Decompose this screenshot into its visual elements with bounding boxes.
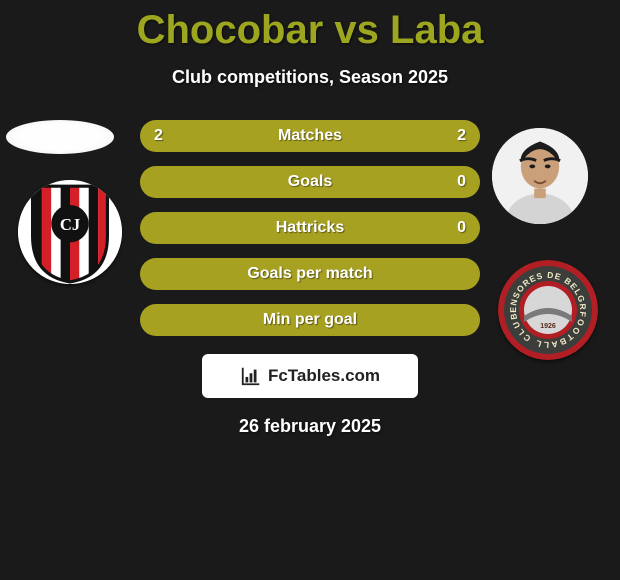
comparison-card: Chocobar vs Laba Club competitions, Seas… [0, 0, 620, 580]
svg-text:CJ: CJ [60, 215, 80, 234]
stat-right-value: 0 [457, 212, 466, 244]
svg-text:1926: 1926 [540, 323, 556, 330]
stat-left-value: 2 [154, 120, 163, 152]
stat-row: Min per goal [140, 304, 480, 336]
page-title: Chocobar vs Laba [0, 0, 620, 53]
round-crest-icon: DEFENSORES DE BELGRANO FOOTBALL CLUB 192… [498, 260, 598, 360]
brand-badge[interactable]: FcTables.com [202, 354, 418, 398]
club-right-badge: DEFENSORES DE BELGRANO FOOTBALL CLUB 192… [498, 260, 598, 360]
bar-chart-icon [240, 365, 262, 387]
brand-text: FcTables.com [268, 366, 380, 386]
page-subtitle: Club competitions, Season 2025 [0, 67, 620, 88]
date-label: 26 february 2025 [0, 416, 620, 437]
stats-list: 2 Matches 2 Goals 0 Hattricks 0 Goals pe… [140, 120, 480, 336]
stat-row: Hattricks 0 [140, 212, 480, 244]
club-left-badge: CJ [18, 180, 122, 284]
player-right-avatar [492, 128, 588, 224]
shield-stripes-icon: CJ [18, 180, 122, 284]
stat-label: Goals [288, 173, 332, 190]
stat-right-value: 0 [457, 166, 466, 198]
portrait-icon [492, 128, 588, 224]
stat-row: Goals per match [140, 258, 480, 290]
player-left-avatar [6, 120, 114, 154]
stat-right-value: 2 [457, 120, 466, 152]
stat-row: 2 Matches 2 [140, 120, 480, 152]
stat-label: Matches [278, 127, 342, 144]
stat-label: Hattricks [276, 219, 344, 236]
stat-label: Goals per match [247, 265, 372, 282]
stat-label: Min per goal [263, 311, 357, 328]
stat-row: Goals 0 [140, 166, 480, 198]
